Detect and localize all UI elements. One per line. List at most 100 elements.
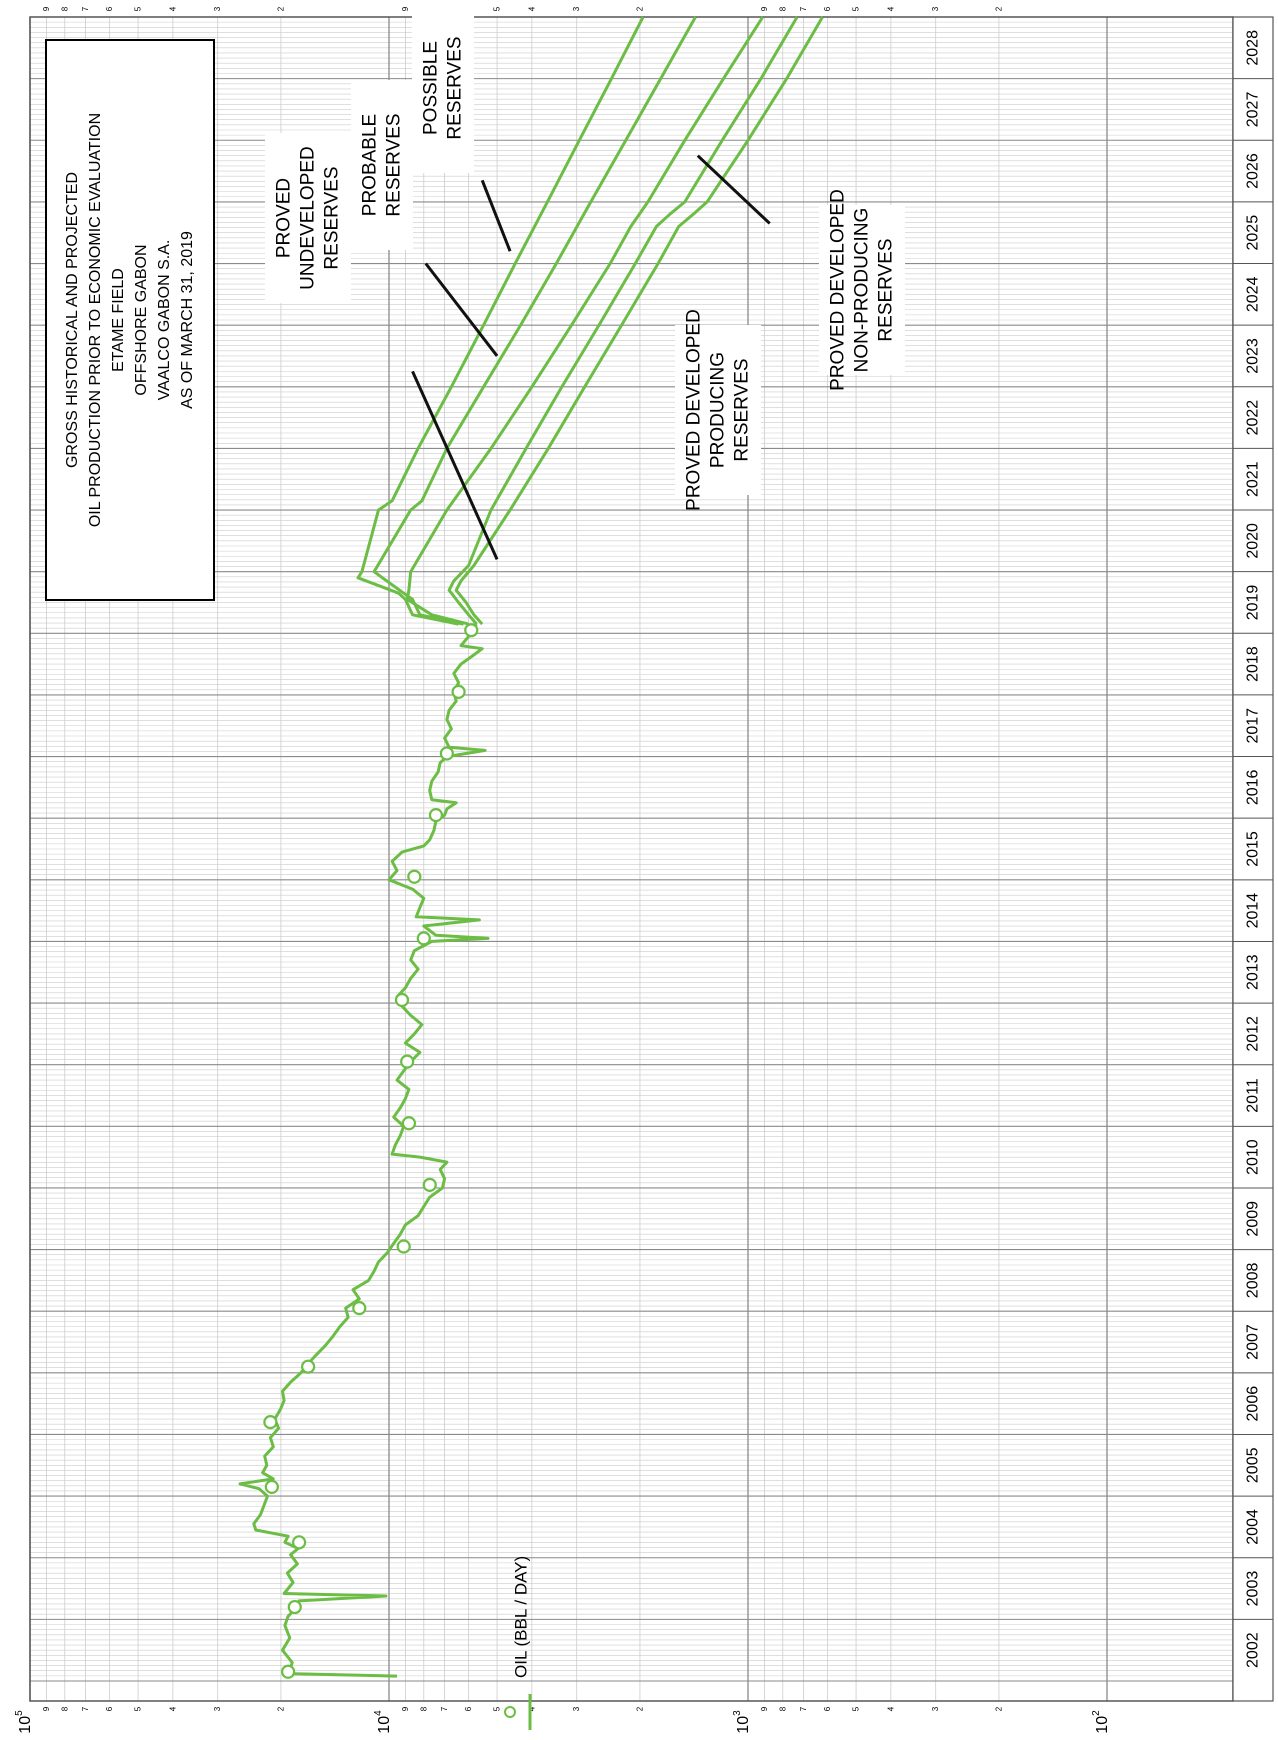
x-tick-label: 2018 bbox=[1245, 646, 1262, 682]
y-minor-tick-label: 2 bbox=[994, 6, 1003, 11]
minor-gridlines bbox=[30, 17, 1233, 1701]
y-minor-tick-label: 8 bbox=[60, 1706, 69, 1711]
y-minor-tick-label: 7 bbox=[81, 1706, 90, 1711]
annotation-text: UNDEVELOPED bbox=[298, 146, 319, 290]
x-tick-label: 2004 bbox=[1245, 1509, 1262, 1545]
y-minor-tick-label: 2 bbox=[635, 1706, 644, 1711]
title-line: OIL PRODUCTION PRIOR TO ECONOMIC EVALUAT… bbox=[87, 113, 104, 527]
historical-marker bbox=[394, 992, 410, 1008]
y-minor-tick-label: 8 bbox=[419, 1706, 428, 1711]
y-minor-tick-label: 2 bbox=[994, 1706, 1003, 1711]
y-minor-tick-label: 5 bbox=[493, 1706, 502, 1711]
title-line: OFFSHORE GABON bbox=[133, 244, 150, 395]
y-minor-tick-label: 3 bbox=[572, 1706, 581, 1711]
historical-marker bbox=[401, 1116, 417, 1131]
x-tick-label: 2009 bbox=[1245, 1201, 1262, 1237]
x-tick-label: 2028 bbox=[1245, 30, 1262, 66]
historical-marker bbox=[281, 1664, 296, 1679]
annotation-text: RESERVES bbox=[384, 113, 405, 216]
annotation-backdrop bbox=[819, 205, 905, 375]
historical-marker bbox=[287, 1599, 302, 1615]
x-tick-label: 2014 bbox=[1245, 893, 1262, 929]
y-minor-tick-label: 3 bbox=[931, 1706, 940, 1711]
x-tick-label: 2003 bbox=[1245, 1571, 1262, 1607]
historical-marker bbox=[291, 1535, 307, 1550]
y-decade-exponent: 5 bbox=[14, 1710, 25, 1716]
annotation-label: PROBABLE RESERVES bbox=[360, 113, 405, 216]
y-minor-tick-label: 6 bbox=[823, 6, 832, 11]
y-minor-tick-label: 9 bbox=[401, 6, 410, 11]
x-tick-label: 2019 bbox=[1245, 585, 1262, 621]
y-minor-tick-label: 9 bbox=[760, 1706, 769, 1711]
forecast-series bbox=[356, 16, 824, 626]
y-minor-tick-label: 9 bbox=[760, 6, 769, 11]
annotation-label: PROVED DEVELOPED NON-PRODUCING RESERVES bbox=[828, 189, 897, 391]
y-minor-tick-label: 6 bbox=[823, 1706, 832, 1711]
x-tick-label: 2002 bbox=[1245, 1632, 1262, 1668]
title-text-group: GROSS HISTORICAL AND PROJECTED OIL PRODUC… bbox=[64, 113, 196, 527]
historical-markers bbox=[263, 623, 479, 1679]
y-decade-exponent: 4 bbox=[373, 1710, 384, 1716]
forecast-line bbox=[356, 16, 645, 626]
historical-marker bbox=[464, 623, 479, 638]
x-tick-label: 2011 bbox=[1245, 1078, 1262, 1113]
annotation-leader bbox=[411, 370, 499, 560]
annotation-label: PROVED UNDEVELOPED RESERVES bbox=[274, 146, 343, 290]
annotation-label: POSSIBLE RESERVES bbox=[421, 36, 466, 139]
annotation-text: PROVED DEVELOPED bbox=[828, 189, 849, 391]
y-minor-tick-label: 3 bbox=[213, 1706, 222, 1711]
y-minor-tick-label: 4 bbox=[527, 1706, 536, 1711]
x-tick-label: 2007 bbox=[1245, 1324, 1262, 1360]
x-tick-label: 2005 bbox=[1245, 1447, 1262, 1483]
annotation-backdrop bbox=[265, 133, 351, 303]
annotation-text: NON-PRODUCING bbox=[852, 208, 873, 373]
historical-marker bbox=[400, 1054, 415, 1069]
historical-marker bbox=[439, 746, 454, 761]
y-minor-tick-label: 2 bbox=[276, 1706, 285, 1711]
y-minor-tick-label: 7 bbox=[81, 6, 90, 11]
x-tick-label: 2023 bbox=[1245, 338, 1262, 374]
forecast-line bbox=[454, 16, 824, 626]
historical-marker bbox=[416, 931, 431, 946]
x-tick-label: 2006 bbox=[1245, 1386, 1262, 1422]
legend-label: OIL (BBL / DAY) bbox=[512, 1556, 531, 1678]
historical-line bbox=[238, 623, 490, 1678]
historical-marker bbox=[263, 1415, 278, 1430]
y-minor-tick-label: 9 bbox=[42, 1706, 51, 1711]
annotation-backdrop bbox=[675, 325, 761, 495]
y-minor-tick-label: 5 bbox=[134, 6, 143, 11]
y-minor-tick-label: 4 bbox=[527, 6, 536, 11]
annotation-text: RESERVES bbox=[445, 36, 466, 139]
y-minor-tick-label: 2 bbox=[276, 6, 285, 11]
x-tick-label: 2013 bbox=[1245, 954, 1262, 990]
historical-marker bbox=[407, 869, 422, 884]
annotation-text: PROVED bbox=[274, 178, 295, 258]
annotation-text: POSSIBLE bbox=[421, 41, 442, 135]
y-minor-tick-label: 9 bbox=[401, 1706, 410, 1711]
y-minor-tick-label: 8 bbox=[778, 6, 787, 11]
annotation-label: PROVED DEVELOPED PRODUCING RESERVES bbox=[684, 309, 753, 511]
annotation-leader bbox=[480, 179, 512, 252]
annotation-text: RESERVES bbox=[876, 238, 897, 341]
y-minor-tick-label: 3 bbox=[931, 6, 940, 11]
historical-marker bbox=[396, 1239, 411, 1254]
y-minor-tick-label: 4 bbox=[886, 6, 895, 11]
x-tick-label: 2010 bbox=[1245, 1139, 1262, 1175]
y-minor-tick-label: 9 bbox=[42, 6, 51, 11]
x-tick-label: 2021 bbox=[1245, 461, 1262, 497]
historical-marker bbox=[264, 1479, 279, 1494]
x-tick-label: 2020 bbox=[1245, 523, 1262, 559]
historical-series bbox=[238, 623, 490, 1678]
y-minor-tick-label: 8 bbox=[60, 6, 69, 11]
y-decade-exponent: 2 bbox=[1091, 1710, 1102, 1716]
title-line: GROSS HISTORICAL AND PROJECTED bbox=[64, 172, 81, 468]
y-minor-tick-label: 5 bbox=[493, 6, 502, 11]
y-minor-tick-label: 6 bbox=[464, 1706, 473, 1711]
x-tick-label: 2025 bbox=[1245, 215, 1262, 251]
chart-title-box: GROSS HISTORICAL AND PROJECTED OIL PRODUC… bbox=[45, 39, 215, 601]
y-minor-tick-label: 6 bbox=[105, 1706, 114, 1711]
y-minor-tick-label: 7 bbox=[799, 6, 808, 11]
annotation-text: PROVED DEVELOPED bbox=[684, 309, 705, 511]
y-minor-tick-label: 5 bbox=[134, 1706, 143, 1711]
